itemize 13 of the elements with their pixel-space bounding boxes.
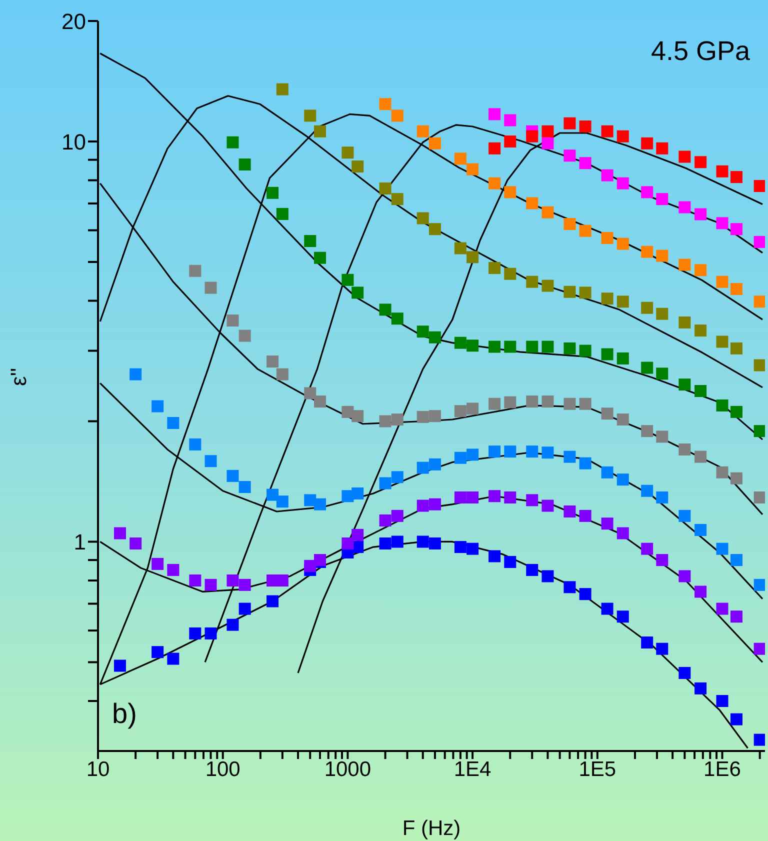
x-axis-title: F (Hz) — [402, 817, 461, 840]
annotation: b) — [112, 698, 137, 729]
x-tick-label: 1000 — [324, 758, 372, 781]
x-tick-label: 100 — [205, 758, 240, 781]
x-tick-label: 1E4 — [454, 758, 492, 781]
x-tick-label: 1E6 — [704, 758, 741, 781]
y-tick-label: 20 — [62, 8, 86, 34]
x-tick-label: 10 — [86, 758, 110, 781]
x-tick-label: 1E5 — [578, 758, 616, 781]
annotation: 4.5 GPa — [650, 36, 750, 66]
y-tick-label: 1 — [74, 530, 86, 555]
y-tick-label: 10 — [62, 129, 86, 154]
y-axis-title: ε'' — [6, 368, 31, 386]
